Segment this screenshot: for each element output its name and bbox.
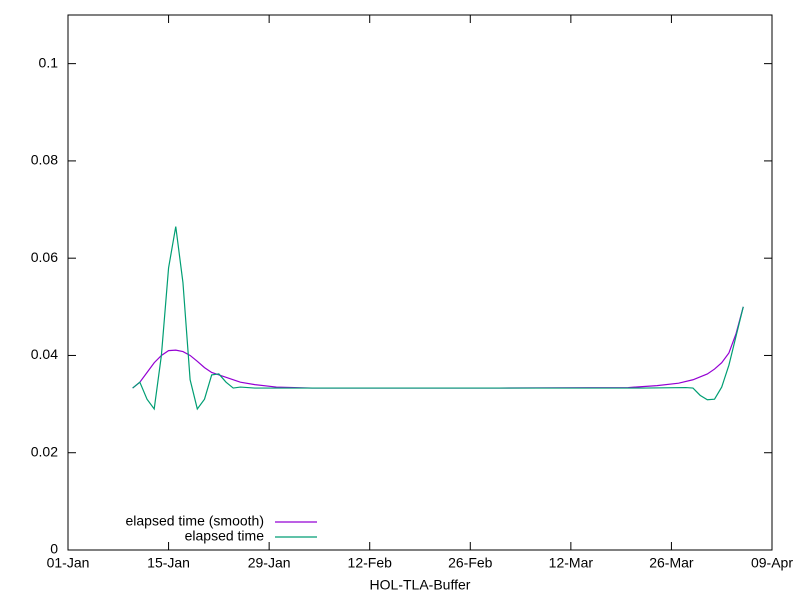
y-tick-label: 0.02 — [31, 443, 58, 459]
series-line — [132, 306, 744, 389]
plot-frame — [67, 14, 773, 551]
x-tick-label: 26-Feb — [448, 555, 493, 571]
x-tick-label: 15-Jan — [147, 555, 190, 571]
x-axis-label: HOL-TLA-Buffer — [370, 577, 471, 593]
x-tick-label: 26-Mar — [649, 555, 694, 571]
x-tick-label: 12-Mar — [549, 555, 594, 571]
y-tick-label: 0.06 — [31, 249, 58, 265]
x-tick-label: 29-Jan — [248, 555, 291, 571]
y-tick-label: 0.1 — [39, 54, 59, 70]
x-tick-label: 12-Feb — [348, 555, 393, 571]
legend-label: elapsed time — [185, 528, 265, 544]
series-line — [132, 226, 744, 411]
x-tick-label: 01-Jan — [47, 555, 90, 571]
y-tick-label: 0 — [50, 541, 58, 557]
legend-label: elapsed time (smooth) — [125, 513, 264, 529]
y-tick-label: 0.04 — [31, 346, 58, 362]
x-tick-label: 09-Apr — [751, 555, 793, 571]
y-tick-label: 0.08 — [31, 152, 58, 168]
